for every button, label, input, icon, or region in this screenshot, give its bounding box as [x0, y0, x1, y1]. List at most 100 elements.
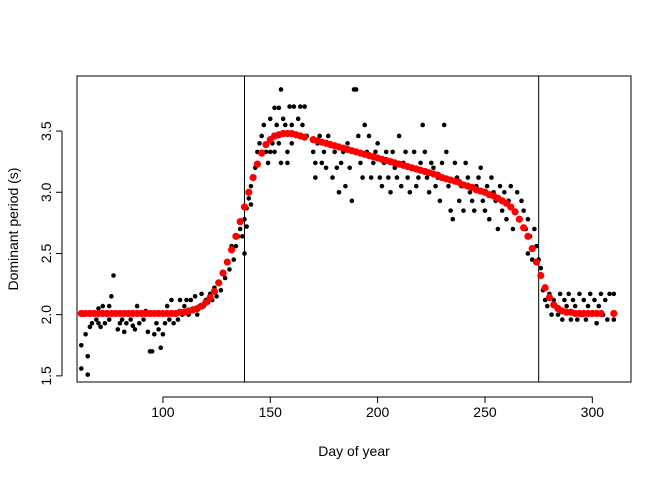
- observed-point: [463, 160, 468, 166]
- observed-point: [124, 320, 129, 326]
- observed-point: [334, 165, 340, 171]
- observed-point: [160, 331, 166, 337]
- vertical-lines: [243, 76, 540, 382]
- observed-point: [386, 175, 391, 180]
- fitted-point: [597, 309, 605, 318]
- observed-point: [85, 372, 91, 377]
- observed-point: [141, 317, 146, 322]
- observed-point: [407, 189, 413, 195]
- plot-frame: [76, 75, 632, 383]
- observed-point: [480, 198, 486, 204]
- observed-point: [177, 297, 183, 303]
- observed-point: [89, 320, 95, 326]
- observed-point: [497, 183, 503, 189]
- observed-point: [96, 320, 101, 326]
- observed-point: [319, 160, 325, 166]
- observed-point: [499, 208, 505, 213]
- observed-point: [379, 183, 385, 189]
- y-tick-label: 3.0: [38, 182, 54, 202]
- observed-point: [325, 133, 331, 139]
- observed-point: [525, 251, 531, 256]
- observed-point: [132, 327, 138, 332]
- observed-point: [549, 312, 554, 317]
- observed-point: [581, 297, 587, 303]
- observed-point: [106, 303, 112, 309]
- observed-point: [291, 104, 297, 109]
- observed-point: [313, 160, 318, 166]
- observed-point: [285, 160, 290, 166]
- fitted-points: [77, 129, 618, 318]
- observed-point: [355, 133, 361, 139]
- x-tick-label: 300: [581, 404, 605, 420]
- observed-point: [117, 320, 123, 326]
- observed-point: [510, 226, 516, 232]
- observed-point: [555, 312, 561, 317]
- observed-point: [188, 297, 194, 303]
- observed-point: [214, 294, 219, 299]
- observed-point: [78, 342, 84, 348]
- fitted-point: [511, 208, 519, 216]
- observed-point: [349, 198, 355, 204]
- observed-point: [478, 165, 483, 171]
- observed-point: [564, 303, 569, 309]
- plot-area: [76, 75, 632, 383]
- observed-point: [156, 327, 161, 332]
- observed-point: [347, 165, 353, 171]
- observed-point: [358, 160, 363, 166]
- observed-points: [78, 87, 617, 377]
- observed-point: [111, 273, 116, 278]
- observed-point: [276, 141, 282, 146]
- observed-point: [194, 312, 200, 317]
- fitted-point: [520, 224, 528, 232]
- observed-point: [486, 216, 492, 222]
- fitted-point: [210, 287, 219, 296]
- observed-point: [246, 196, 252, 201]
- observed-point: [184, 297, 189, 303]
- observed-point: [557, 291, 563, 297]
- observed-point: [121, 329, 127, 335]
- observed-point: [244, 224, 249, 229]
- observed-point: [248, 183, 254, 189]
- fitted-point: [507, 203, 515, 211]
- observed-point: [278, 160, 284, 166]
- fitted-point: [202, 298, 210, 307]
- fitted-point: [206, 293, 214, 302]
- observed-point: [611, 317, 617, 322]
- observed-point: [338, 160, 344, 166]
- observed-point: [448, 208, 453, 213]
- observed-point: [403, 149, 408, 155]
- observed-point: [519, 198, 524, 204]
- observed-point: [353, 87, 359, 92]
- observed-point: [489, 175, 494, 180]
- observed-point: [175, 317, 181, 322]
- fitted-point: [524, 232, 532, 240]
- observed-point: [240, 234, 245, 239]
- observed-point: [265, 160, 271, 166]
- observed-point: [248, 202, 254, 207]
- fitted-point: [541, 284, 549, 292]
- observed-point: [237, 226, 243, 232]
- fitted-point: [258, 149, 266, 157]
- observed-point: [300, 122, 305, 128]
- observed-point: [257, 141, 262, 146]
- fitted-point: [532, 258, 541, 266]
- observed-point: [267, 149, 273, 155]
- observed-point: [152, 331, 157, 337]
- observed-point: [362, 122, 368, 128]
- observed-point: [383, 149, 389, 155]
- y-tick-label: 2.0: [38, 305, 54, 325]
- observed-point: [261, 122, 267, 128]
- observed-point: [467, 189, 473, 195]
- x-tick-label: 200: [366, 404, 390, 420]
- observed-point: [164, 303, 170, 309]
- y-tick-label: 1.5: [38, 366, 54, 386]
- observed-point: [424, 175, 430, 180]
- observed-point: [192, 294, 198, 299]
- observed-point: [267, 116, 273, 122]
- observed-point: [321, 149, 327, 155]
- observed-point: [416, 175, 421, 180]
- observed-point: [394, 175, 400, 180]
- y-tick-label: 3.5: [38, 121, 54, 141]
- observed-point: [607, 291, 612, 297]
